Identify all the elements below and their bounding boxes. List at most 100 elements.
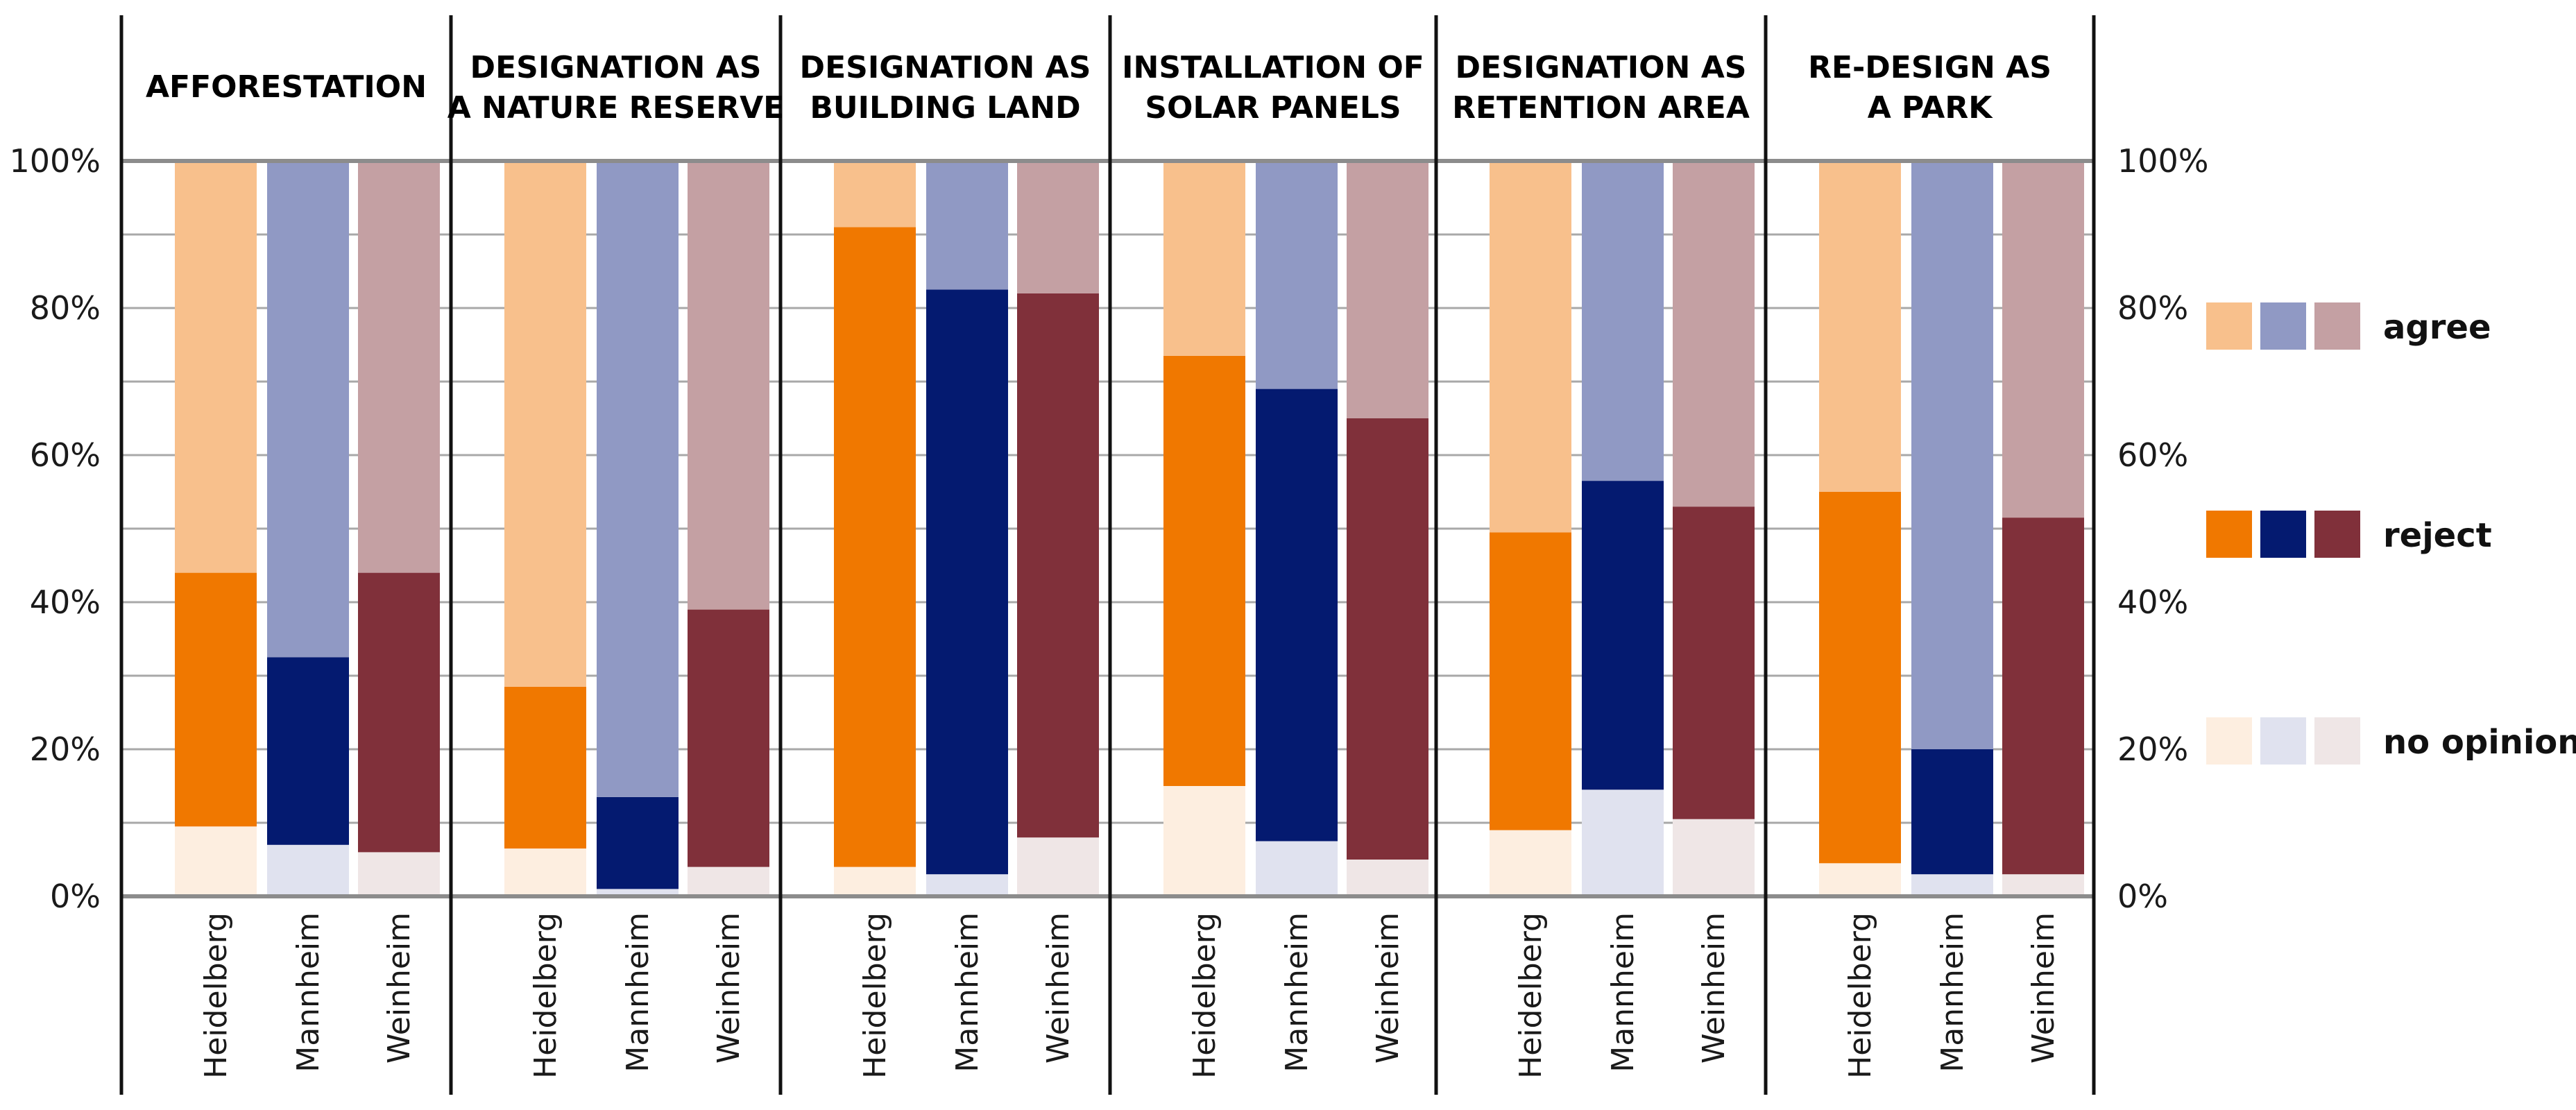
bar-agree-heidelberg [175,161,257,573]
bar-reject-mannheim [267,657,349,845]
bar-agree-heidelberg [504,161,586,687]
y-tick-right: 20% [2117,731,2188,768]
panel-title: DESIGNATION AS [470,50,762,85]
bar-reject-mannheim [1582,481,1664,790]
x-tick-label: Heidelberg [528,912,563,1079]
bar-agree-heidelberg [1819,161,1901,492]
bar-reject-weinheim [1673,506,1755,819]
y-tick-left: 80% [30,289,101,327]
bar-agree-mannheim [1582,161,1664,481]
panel-5 [1490,161,1755,896]
x-tick-label: Heidelberg [1513,912,1549,1079]
bar-agree-weinheim [1017,161,1099,293]
y-tick-left: 20% [30,731,101,768]
panel-title: INSTALLATION OF [1122,50,1424,85]
bar-reject-weinheim [2002,518,2084,875]
bar-no-opinion-mannheim [267,844,349,896]
bars-layer [175,161,2084,896]
bar-no-opinion-heidelberg [1819,863,1901,896]
panel-title: DESIGNATION AS [1456,50,1747,85]
bar-reject-weinheim [688,609,769,867]
x-tick-label: Heidelberg [1187,912,1222,1079]
bar-reject-weinheim [1017,293,1099,838]
panel-3 [834,161,1099,896]
panel-1 [175,161,440,896]
legend-swatch [2206,302,2252,350]
x-tick-label: Weinheim [1041,912,1076,1064]
bar-no-opinion-mannheim [1256,841,1338,896]
bar-agree-weinheim [1347,161,1428,418]
x-tick-label: Heidelberg [198,912,234,1079]
y-tick-right: 100% [2117,142,2209,180]
bar-agree-weinheim [1673,161,1755,507]
bar-agree-heidelberg [1163,161,1245,356]
bar-no-opinion-heidelberg [504,848,586,896]
bar-reject-heidelberg [175,572,257,827]
y-tick-right: 0% [2117,878,2168,915]
x-tick-label: Weinheim [1696,912,1732,1064]
panel-6 [1819,161,2084,896]
bar-agree-mannheim [1911,161,1993,749]
bar-reject-mannheim [926,289,1008,875]
x-tick-label: Mannheim [620,912,656,1073]
y-tick-left: 60% [30,436,101,474]
bar-agree-mannheim [1256,161,1338,389]
x-tick-label: Heidelberg [858,912,893,1079]
legend-label: no opinion [2383,723,2576,762]
bar-agree-weinheim [688,161,769,610]
panel-title: BUILDING LAND [810,90,1080,126]
bar-agree-mannheim [926,161,1008,290]
bar-no-opinion-mannheim [597,889,679,896]
bar-reject-heidelberg [1490,532,1571,830]
bar-agree-heidelberg [1490,161,1571,533]
bar-agree-weinheim [2002,161,2084,518]
panel-title: AFFORESTATION [146,69,427,105]
legend-swatch [2314,511,2360,558]
x-tick-label: Weinheim [2026,912,2061,1064]
bar-reject-mannheim [597,796,679,889]
bar-no-opinion-heidelberg [1490,830,1571,896]
bar-no-opinion-weinheim [358,852,440,896]
legend-entry-no-opinion: no opinion [2206,717,2576,765]
y-tick-left: 100% [9,142,101,180]
legend-entry-agree: agree [2206,302,2491,350]
bar-no-opinion-weinheim [1017,837,1099,896]
legend-swatch [2260,511,2306,558]
bar-no-opinion-weinheim [688,866,769,896]
x-tick-label: Heidelberg [1843,912,1878,1079]
x-tick-label: Weinheim [1370,912,1406,1064]
text-layer: 0% 0% 20% 20% 40% 40% 60% 60% 80% 80% 100% 100% AFFO… [9,50,2208,1079]
bar-agree-mannheim [597,161,679,797]
x-tick-label: Weinheim [711,912,747,1064]
panel-2 [504,161,769,896]
legend-swatch [2260,302,2306,350]
panel-4 [1163,161,1428,896]
bar-reject-heidelberg [834,227,916,867]
legend-label: agree [2383,308,2491,347]
x-tick-label: Mannheim [1279,912,1315,1073]
y-tick-left: 0% [50,878,101,915]
bar-agree-mannheim [267,161,349,658]
panel-title: DESIGNATION AS [800,50,1091,85]
legend: agree reject no opinion [2206,302,2576,765]
x-tick-label: Mannheim [1605,912,1641,1073]
bar-reject-mannheim [1256,388,1338,842]
x-tick-label: Mannheim [950,912,985,1073]
y-tick-right: 60% [2117,436,2188,474]
bar-no-opinion-mannheim [1911,874,1993,896]
legend-swatch [2206,511,2252,558]
x-tick-label: Mannheim [291,912,326,1073]
bar-no-opinion-weinheim [1673,819,1755,896]
x-tick-label: Weinheim [382,912,417,1064]
frame-layer [119,15,2096,1095]
bar-reject-weinheim [358,572,440,853]
bar-reject-mannheim [1911,749,1993,875]
bar-reject-heidelberg [1163,355,1245,786]
panel-title: A PARK [1868,90,1994,126]
panel-title: SOLAR PANELS [1145,90,1401,126]
bar-reject-weinheim [1347,418,1428,860]
bar-no-opinion-mannheim [1582,789,1664,896]
y-tick-right: 80% [2117,289,2188,327]
panel-title: A NATURE RESERVE [447,90,785,126]
x-tick-label: Mannheim [1935,912,1970,1073]
